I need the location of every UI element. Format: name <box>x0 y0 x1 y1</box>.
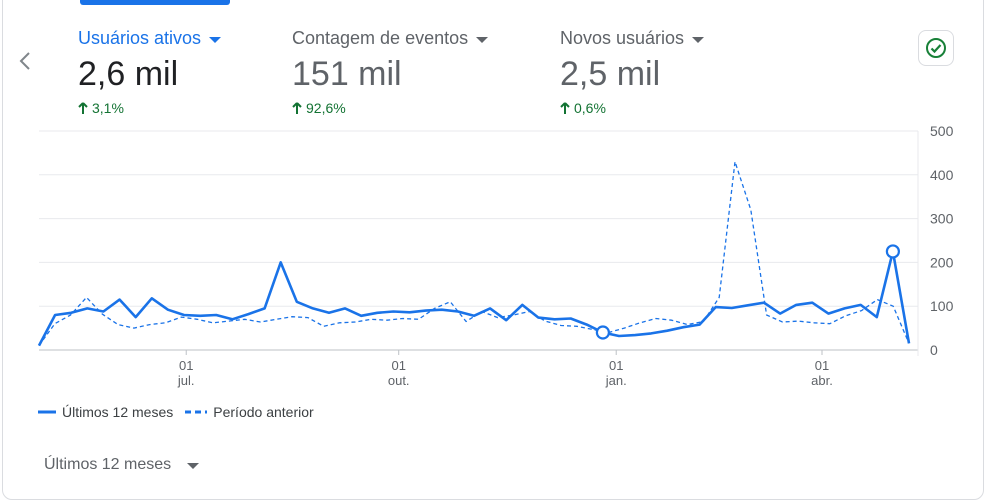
legend-label: Período anterior <box>213 404 314 420</box>
x-tick-month: out. <box>388 373 410 388</box>
metric-value: 2,5 mil <box>560 55 661 93</box>
caret-down-icon <box>187 463 200 469</box>
previous-button[interactable] <box>12 48 38 74</box>
metric-title: Novos usuários <box>560 28 685 48</box>
metric-event-count[interactable]: Contagem de eventos 151 mil 92,6% <box>292 28 489 116</box>
caret-down-icon[interactable] <box>209 36 222 43</box>
legend-item-current: Últimos 12 meses <box>38 404 173 420</box>
y-tick-label: 300 <box>930 211 954 227</box>
metric-active-users[interactable]: Usuários ativos 2,6 mil 3,1% <box>78 28 222 116</box>
data-point-marker <box>885 244 900 259</box>
metric-change: 3,1% <box>92 100 124 116</box>
y-tick-label: 200 <box>930 254 954 270</box>
x-tick-day: 01 <box>815 358 829 373</box>
arrow-up-icon <box>292 101 302 114</box>
status-badge[interactable] <box>918 30 954 66</box>
series-current-line <box>37 250 911 347</box>
active-tab-indicator <box>80 0 230 5</box>
metric-title: Contagem de eventos <box>292 28 469 48</box>
metric-change: 92,6% <box>306 100 346 116</box>
x-tick-month: jan. <box>605 373 627 388</box>
arrow-up-icon <box>560 101 570 114</box>
legend-solid-swatch <box>38 410 56 414</box>
x-tick-month: jul. <box>177 373 195 388</box>
x-tick-month: abr. <box>811 373 833 388</box>
period-selector[interactable]: Últimos 12 meses <box>44 456 200 474</box>
data-point-marker <box>595 325 610 340</box>
y-tick-label: 100 <box>930 298 954 314</box>
check-circle-icon <box>926 38 946 58</box>
metric-change: 0,6% <box>574 100 606 116</box>
chart-legend: Últimos 12 meses Período anterior <box>38 404 318 420</box>
metric-value: 151 mil <box>292 55 402 93</box>
metric-new-users[interactable]: Novos usuários 2,5 mil 0,6% <box>560 28 705 116</box>
metric-title: Usuários ativos <box>78 28 202 48</box>
x-tick-day: 01 <box>609 358 623 373</box>
y-tick-label: 0 <box>930 342 938 358</box>
legend-dashed-swatch <box>185 410 208 414</box>
caret-down-icon[interactable] <box>692 36 705 43</box>
x-tick-day: 01 <box>179 358 193 373</box>
legend-item-previous: Período anterior <box>185 404 314 420</box>
arrow-up-icon <box>78 101 88 114</box>
y-tick-label: 500 <box>930 123 954 139</box>
legend-label: Últimos 12 meses <box>62 404 174 420</box>
chevron-left-icon <box>19 52 30 70</box>
y-tick-label: 400 <box>930 167 954 183</box>
series-previous-line <box>38 161 910 346</box>
caret-down-icon[interactable] <box>476 36 489 43</box>
x-tick-day: 01 <box>391 358 405 373</box>
metric-value: 2,6 mil <box>78 55 179 93</box>
period-selector-label: Últimos 12 meses <box>44 456 172 473</box>
